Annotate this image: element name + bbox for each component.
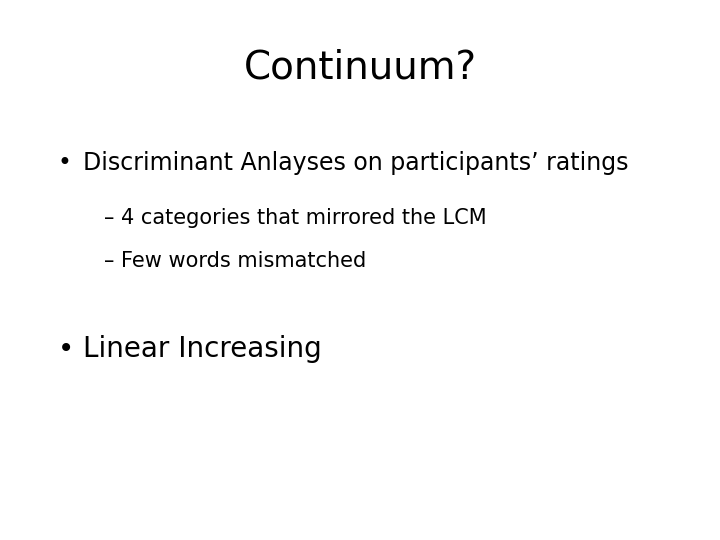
Text: Discriminant Anlayses on participants’ ratings: Discriminant Anlayses on participants’ r… — [83, 151, 629, 175]
Text: •: • — [58, 151, 71, 175]
Text: – Few words mismatched: – Few words mismatched — [104, 251, 366, 271]
Text: – 4 categories that mirrored the LCM: – 4 categories that mirrored the LCM — [104, 208, 487, 228]
Text: Linear Increasing: Linear Increasing — [83, 335, 322, 363]
Text: •: • — [58, 335, 74, 363]
Text: Continuum?: Continuum? — [243, 49, 477, 86]
